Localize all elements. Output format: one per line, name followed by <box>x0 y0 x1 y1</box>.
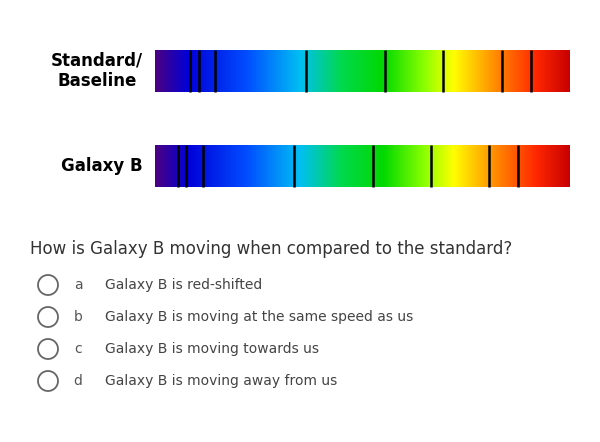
Text: Galaxy B: Galaxy B <box>61 157 143 175</box>
Text: d: d <box>74 374 82 388</box>
Text: Standard/
Baseline: Standard/ Baseline <box>51 52 143 91</box>
Text: Galaxy B is red-shifted: Galaxy B is red-shifted <box>105 278 262 292</box>
Text: How is Galaxy B moving when compared to the standard?: How is Galaxy B moving when compared to … <box>30 240 512 258</box>
Text: b: b <box>74 310 82 324</box>
Text: Galaxy B is moving away from us: Galaxy B is moving away from us <box>105 374 337 388</box>
Text: c: c <box>74 342 82 356</box>
Text: Galaxy B is moving towards us: Galaxy B is moving towards us <box>105 342 319 356</box>
Text: Galaxy B is moving at the same speed as us: Galaxy B is moving at the same speed as … <box>105 310 413 324</box>
Text: a: a <box>74 278 82 292</box>
